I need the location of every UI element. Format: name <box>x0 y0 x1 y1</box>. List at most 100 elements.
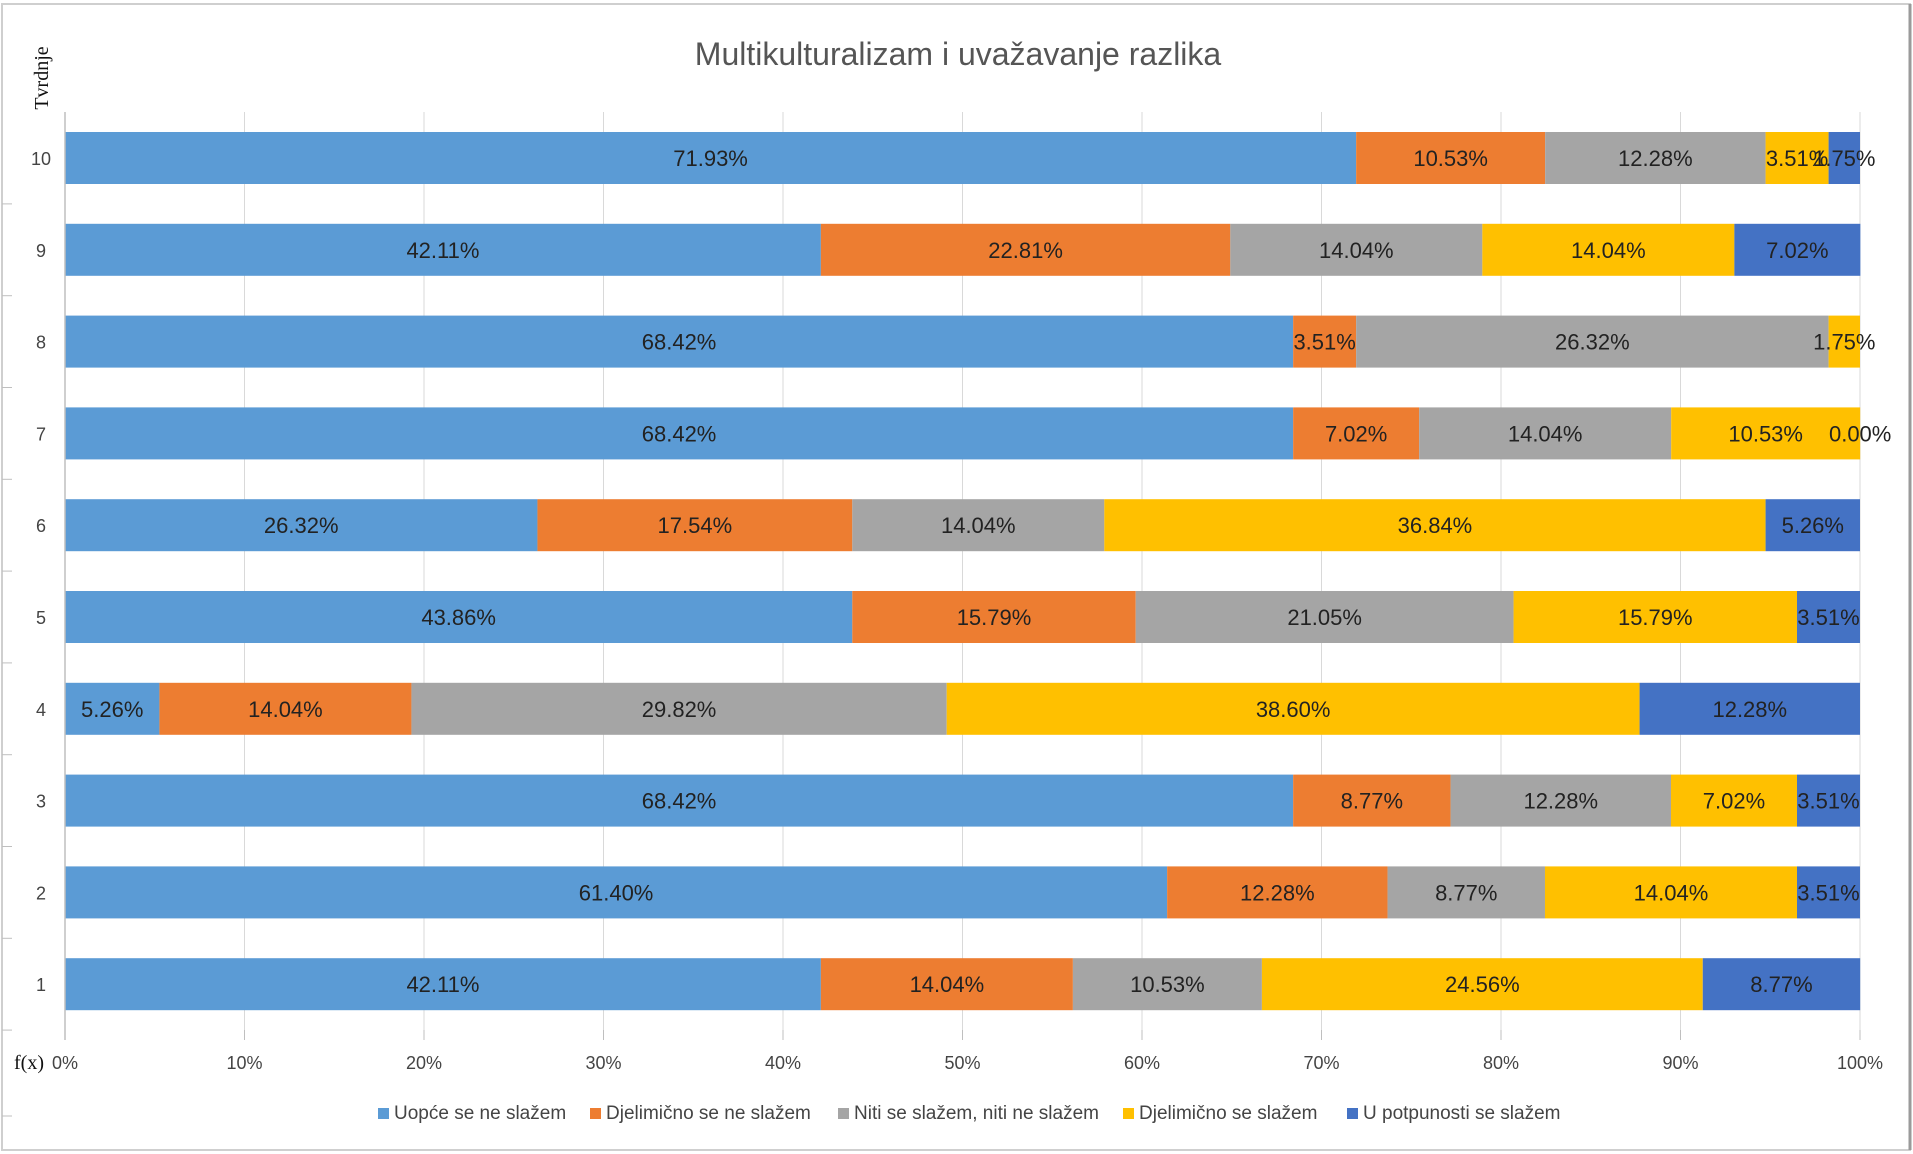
bar-segment <box>1167 866 1388 919</box>
bar-segment <box>820 223 1231 276</box>
legend-entry-label: Djelimično se ne slažem <box>606 1103 811 1124</box>
bar-data-label: 3.51% <box>1797 789 1859 814</box>
legend-swatch <box>838 1108 849 1119</box>
legend: Uopće se ne slažem Djelimično se ne slaže… <box>378 1103 1561 1124</box>
bar-data-label: 14.04% <box>910 972 985 997</box>
bar-data-label: 3.51% <box>1293 330 1355 355</box>
y-tick-label: 6 <box>36 516 46 536</box>
y-tick-label: 2 <box>36 883 46 903</box>
bar-data-label: 10.53% <box>1130 972 1205 997</box>
bar-data-label: 29.82% <box>642 697 717 722</box>
bar-segment <box>1670 774 1797 827</box>
x-tick-label: 10% <box>226 1053 262 1073</box>
x-tick-label: 40% <box>765 1053 801 1073</box>
y-tick-label: 1 <box>36 975 46 995</box>
bar-segment <box>1796 866 1860 919</box>
bar-segment <box>411 682 947 735</box>
bar-data-label: 68.42% <box>642 789 717 814</box>
bar-segment <box>1230 223 1483 276</box>
bar-segment <box>1293 407 1420 460</box>
bar-segment <box>1356 132 1546 184</box>
bar-segment <box>1104 499 1766 552</box>
bar-data-label: 14.04% <box>941 513 1016 538</box>
bar-data-label: 5.26% <box>81 697 143 722</box>
bar-data-label: 8.77% <box>1750 972 1812 997</box>
bar-segment <box>1796 774 1860 827</box>
bar-data-label: 68.42% <box>642 330 717 355</box>
bar-segment <box>1639 682 1860 735</box>
bar-segment <box>1135 591 1514 643</box>
bar-data-label: 5.26% <box>1782 513 1844 538</box>
x-tick-label: 70% <box>1303 1053 1339 1073</box>
bar-segment <box>1796 591 1860 643</box>
bar-segment <box>1734 223 1861 276</box>
bar-segment <box>1419 407 1672 460</box>
bar-segment <box>1293 315 1357 368</box>
y-tick-label: 9 <box>36 241 46 261</box>
x-tick-label: 60% <box>1124 1053 1160 1073</box>
bar-data-label: 14.04% <box>1319 238 1394 263</box>
bar-data-label: 21.05% <box>1287 605 1362 630</box>
y-axis-label: Tvrdnje <box>31 46 53 109</box>
bar-data-label: 14.04% <box>1508 421 1583 446</box>
y-tick-label: 3 <box>36 792 46 812</box>
bar-data-label: 38.60% <box>1256 697 1331 722</box>
bar-data-label: 3.51% <box>1766 146 1828 171</box>
bar-segment <box>1828 132 1860 184</box>
x-tick-label: 90% <box>1662 1053 1698 1073</box>
y-tick-label: 5 <box>36 608 46 628</box>
bar-data-label: 3.51% <box>1797 880 1859 905</box>
bar-data-label: 14.04% <box>1634 880 1709 905</box>
bar-data-label: 36.84% <box>1398 513 1473 538</box>
bar-data-label: 8.77% <box>1341 789 1403 814</box>
x-tick-label: 80% <box>1483 1053 1519 1073</box>
bar-data-label: 12.28% <box>1618 146 1693 171</box>
bar-segment <box>1545 132 1766 184</box>
bar-data-label: 26.32% <box>264 513 339 538</box>
bar-data-label: 17.54% <box>658 513 733 538</box>
bar-data-label: 1.75% <box>1813 330 1875 355</box>
x-tick-label: 20% <box>406 1053 442 1073</box>
bar-data-label: 14.04% <box>248 697 323 722</box>
x-tick-label: 100% <box>1837 1053 1883 1073</box>
y-tick-label: 4 <box>36 700 46 720</box>
bar-segment <box>1513 591 1797 643</box>
bar-segment <box>1702 958 1861 1011</box>
bar-data-label: 42.11% <box>406 238 479 263</box>
bar-segment <box>1293 774 1451 827</box>
bar-data-label: 71.93% <box>673 146 748 171</box>
bar-segment <box>65 866 1168 919</box>
bar-segment <box>852 591 1136 643</box>
y-tick-label: 10 <box>31 149 51 169</box>
bar-segment <box>65 591 853 643</box>
legend-entry-label: U potpunosti se slažem <box>1363 1103 1561 1124</box>
bar-segment <box>65 774 1294 827</box>
bar-data-label: 3.51% <box>1797 605 1859 630</box>
x-tick-label: 50% <box>944 1053 980 1073</box>
chart-title: Multikulturalizam i uvažavanje razlika <box>695 36 1222 72</box>
bar-segment <box>1261 958 1703 1011</box>
legend-entry-label: Uopće se ne slažem <box>394 1103 566 1124</box>
bar-segment <box>1544 866 1797 919</box>
bar-data-label: 22.81% <box>988 238 1063 263</box>
bar-data-label: 42.11% <box>406 972 479 997</box>
bar-segment <box>65 682 160 735</box>
bar-data-label: 12.28% <box>1240 880 1315 905</box>
data-labels: 71.93% 10.53% 12.28% 3.51% 1.75% 42.11% 22.81%… <box>81 146 1891 997</box>
bar-data-label: 15.79% <box>1618 605 1693 630</box>
bar-data-label: 7.02% <box>1766 238 1828 263</box>
bar-data-label: 12.28% <box>1712 697 1787 722</box>
bar-data-label: 14.04% <box>1571 238 1646 263</box>
bar-segment <box>1072 958 1262 1011</box>
x-tick-label: 30% <box>585 1053 621 1073</box>
bar-data-label: 61.40% <box>579 880 654 905</box>
bar-segment <box>852 499 1105 552</box>
bar-data-label: 10.53% <box>1413 146 1488 171</box>
legend-swatch <box>1123 1108 1134 1119</box>
bar-segment <box>65 499 538 552</box>
bar-data-label: 0.00% <box>1829 421 1891 446</box>
legend-swatch <box>378 1108 389 1119</box>
legend-entry-label: Niti se slažem, niti ne slažem <box>854 1103 1099 1124</box>
bar-segment <box>537 499 853 552</box>
